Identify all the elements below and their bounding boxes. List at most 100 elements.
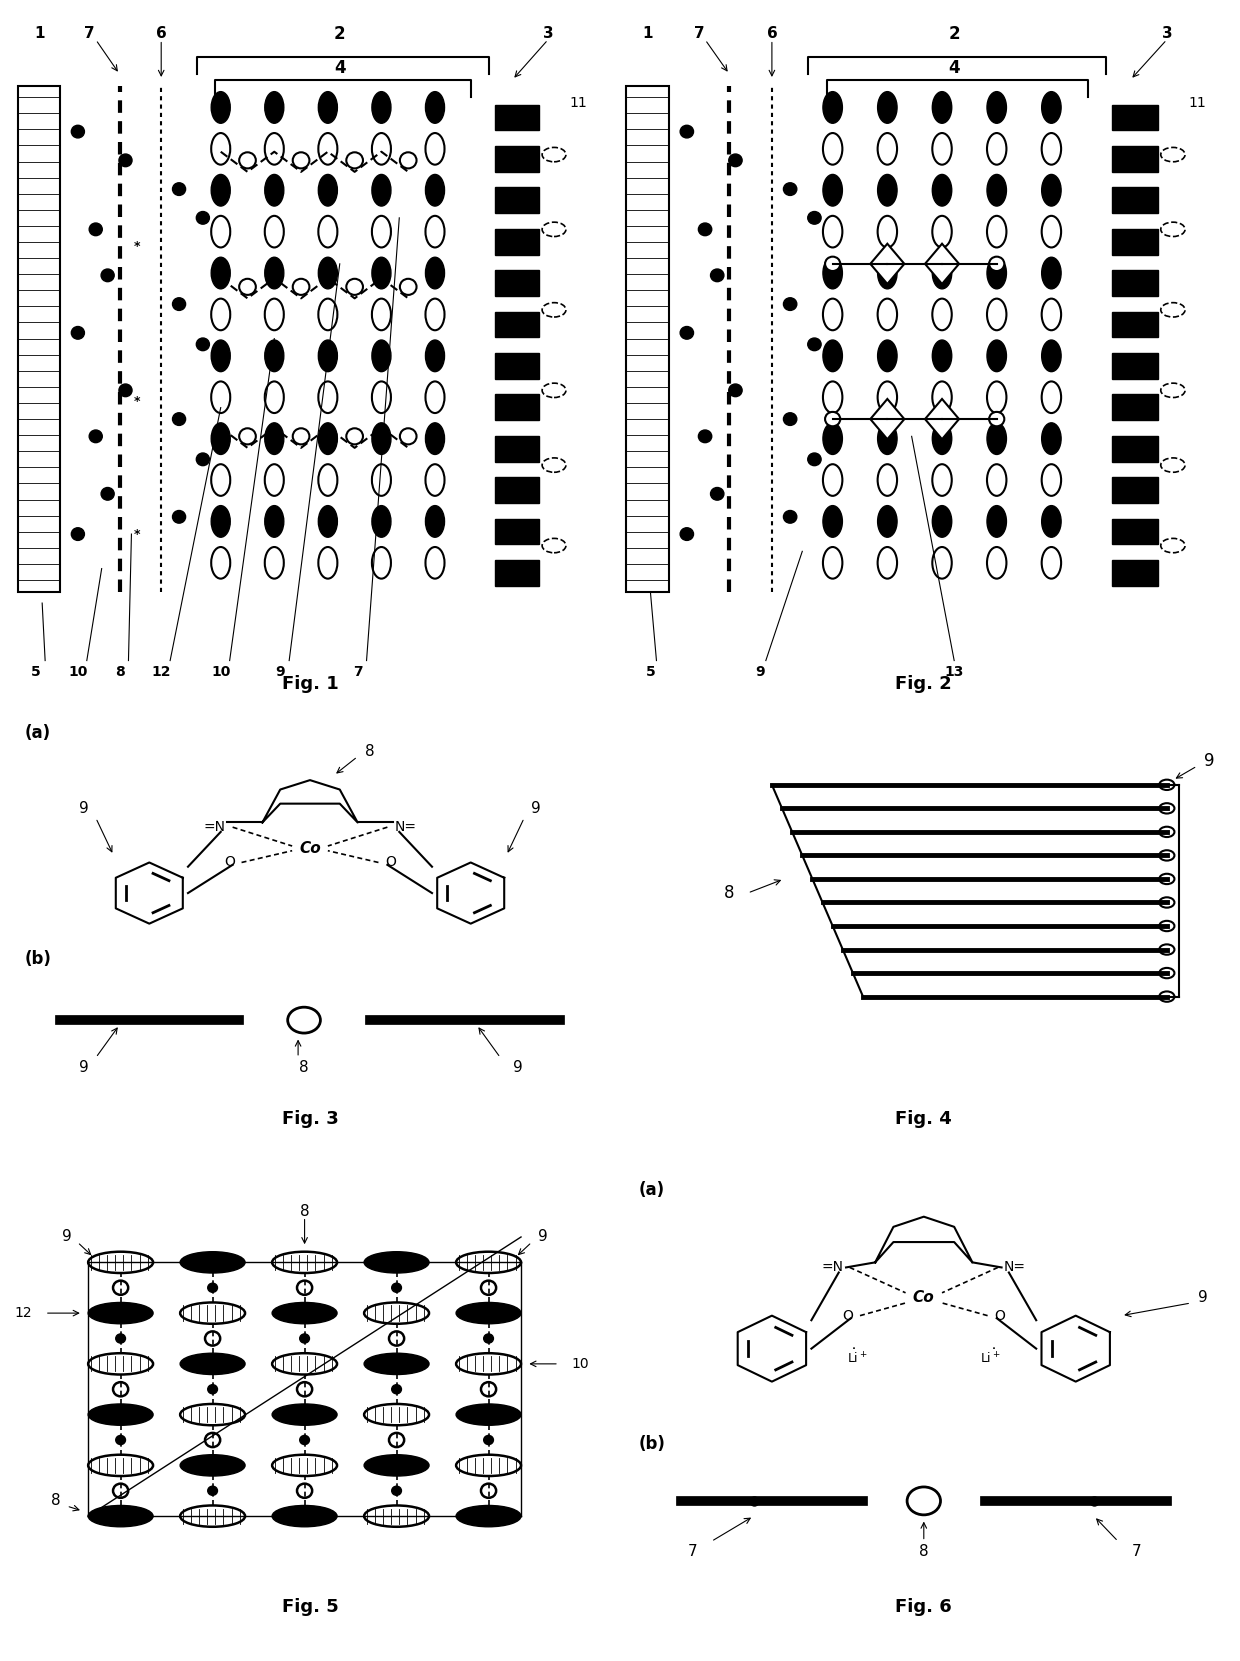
Ellipse shape [484,1435,494,1445]
Ellipse shape [932,257,952,289]
Ellipse shape [698,430,712,443]
Ellipse shape [265,257,284,289]
Ellipse shape [1159,897,1174,907]
Ellipse shape [180,1455,246,1477]
Ellipse shape [365,1455,429,1477]
Ellipse shape [823,505,842,537]
Ellipse shape [932,546,952,578]
Ellipse shape [346,279,363,296]
Bar [1112,229,1158,254]
Ellipse shape [372,546,391,578]
Ellipse shape [823,133,842,164]
Bar [1112,477,1158,503]
Ellipse shape [425,133,444,164]
Ellipse shape [823,257,842,289]
Text: Co: Co [913,1291,935,1306]
Ellipse shape [878,341,897,372]
Text: 8: 8 [51,1493,61,1508]
Ellipse shape [425,382,444,414]
Ellipse shape [372,505,391,537]
Text: Li$^+$: Li$^+$ [981,1350,1001,1367]
Text: 4: 4 [949,60,960,78]
Bar [1112,312,1158,337]
Ellipse shape [265,505,284,537]
Ellipse shape [211,257,231,289]
Ellipse shape [88,1252,153,1272]
Ellipse shape [389,1332,404,1345]
Ellipse shape [180,1404,246,1425]
Text: 4: 4 [334,60,346,78]
Ellipse shape [878,424,897,455]
Ellipse shape [272,1505,337,1526]
Ellipse shape [823,463,842,497]
Ellipse shape [932,505,952,537]
Ellipse shape [365,1404,429,1425]
Ellipse shape [372,382,391,414]
Ellipse shape [265,546,284,578]
Ellipse shape [365,1252,429,1272]
Ellipse shape [987,546,1007,578]
Ellipse shape [319,257,337,289]
Ellipse shape [1042,382,1061,414]
Ellipse shape [1042,257,1061,289]
Ellipse shape [372,463,391,497]
Ellipse shape [1042,216,1061,247]
Ellipse shape [172,183,186,196]
Ellipse shape [180,1302,246,1324]
Ellipse shape [372,216,391,247]
Text: Li$^+$: Li$^+$ [847,1350,867,1367]
Ellipse shape [211,216,231,247]
Ellipse shape [825,257,841,271]
Ellipse shape [115,1334,125,1344]
Ellipse shape [878,216,897,247]
Ellipse shape [180,1252,246,1272]
Text: 9: 9 [755,664,765,679]
Ellipse shape [878,546,897,578]
Text: O: O [224,855,236,869]
Text: 6: 6 [156,27,166,42]
Bar [495,435,539,462]
Text: Co: Co [299,840,321,855]
Ellipse shape [346,153,363,168]
Bar [1112,271,1158,296]
Ellipse shape [211,505,231,537]
Ellipse shape [372,257,391,289]
Text: 7: 7 [1132,1545,1141,1560]
Ellipse shape [481,1281,496,1296]
Bar [1112,146,1158,171]
Ellipse shape [208,1284,217,1292]
Ellipse shape [392,1487,402,1495]
Ellipse shape [681,125,693,138]
Ellipse shape [456,1302,521,1324]
Ellipse shape [932,424,952,455]
Ellipse shape [102,488,114,500]
Text: 10: 10 [572,1357,589,1370]
Ellipse shape [298,1382,312,1397]
Ellipse shape [265,91,284,123]
Ellipse shape [272,1354,337,1375]
Ellipse shape [319,174,337,206]
Ellipse shape [88,1455,153,1477]
Text: 8: 8 [365,744,374,759]
Text: 8: 8 [114,664,124,679]
Ellipse shape [1159,992,1174,1002]
Ellipse shape [1042,133,1061,164]
Ellipse shape [211,424,231,455]
Ellipse shape [288,1007,320,1033]
Ellipse shape [481,1483,496,1498]
Ellipse shape [372,299,391,331]
Ellipse shape [172,510,186,523]
Ellipse shape [878,174,897,206]
Ellipse shape [878,257,897,289]
Ellipse shape [265,424,284,455]
Text: Fig. 1: Fig. 1 [281,674,339,693]
Ellipse shape [878,382,897,414]
Ellipse shape [265,216,284,247]
Ellipse shape [319,216,337,247]
Text: Fig. 2: Fig. 2 [895,674,952,693]
Ellipse shape [211,91,231,123]
Text: Fig. 5: Fig. 5 [281,1598,339,1616]
Text: Fig. 4: Fig. 4 [895,1110,952,1128]
Text: 9: 9 [275,664,285,679]
Ellipse shape [711,269,724,282]
